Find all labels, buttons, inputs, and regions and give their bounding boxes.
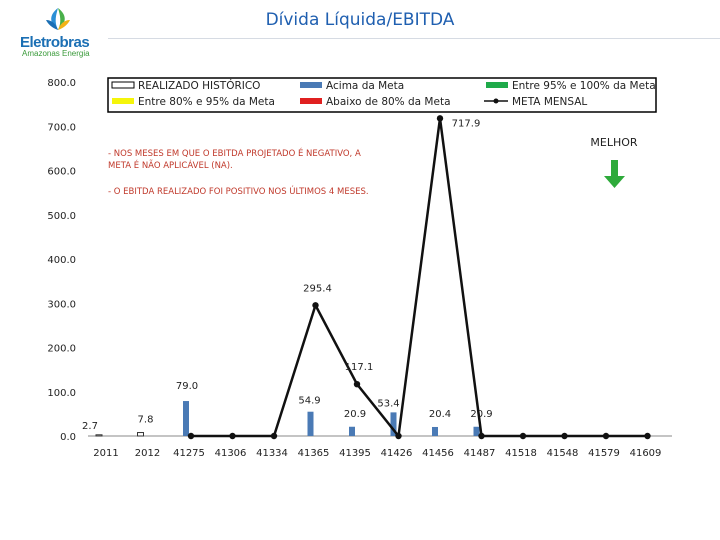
meta-mensal-line [191, 118, 648, 440]
line-data-label: 117.1 [345, 362, 374, 373]
bar-acima-meta [307, 411, 314, 436]
y-tick-label: 200.0 [47, 344, 76, 355]
x-tick-label: 41487 [464, 448, 496, 459]
x-tick-label: 41609 [630, 448, 662, 459]
meta-mensal-point [602, 432, 610, 440]
legend-label: Entre 95% e 100% da Meta [512, 80, 656, 92]
x-tick-label: 41275 [173, 448, 205, 459]
legend-swatch-blue [300, 82, 322, 88]
legend-label: Acima da Meta [326, 80, 404, 92]
bar-data-label: 79.0 [176, 381, 198, 392]
legend-box [107, 77, 657, 113]
legend-label: Abaixo de 80% da Meta [326, 96, 451, 108]
annotation-note1-line2: META É NÃO APLICÁVEL (NA). [108, 159, 233, 171]
bar-data-label: 7.8 [138, 415, 154, 426]
meta-mensal-point [229, 432, 236, 440]
line-data-label: 295.4 [303, 283, 332, 294]
annotation-note1-line1: - NOS MESES EM QUE O EBITDA PROJETADO É … [108, 147, 361, 159]
page-title: Dívida Líquida/EBITDA [265, 10, 455, 30]
x-tick-label: 2012 [135, 448, 160, 459]
melhor-arrow-head [604, 176, 625, 188]
x-tick-label: 41518 [505, 448, 537, 459]
meta-mensal-point [561, 432, 568, 440]
bar-acima-meta [473, 426, 480, 436]
x-tick-label: 2011 [93, 448, 118, 459]
header-divider [108, 38, 720, 39]
bar-realizado [95, 434, 103, 437]
y-tick-label: 500.0 [47, 211, 76, 222]
y-tick-label: 300.0 [47, 299, 76, 310]
legend-label: Entre 80% e 95% da Meta [138, 96, 275, 108]
legend-swatch-red [300, 98, 322, 104]
bar-acima-meta [183, 401, 189, 436]
y-tick-label: 400.0 [47, 255, 76, 266]
bar-data-label: 20.9 [470, 409, 492, 420]
bar-data-label: 20.9 [344, 409, 366, 420]
bar-data-label: 2.7 [82, 421, 98, 432]
meta-mensal-point [353, 380, 361, 388]
bar-data-label: 20.4 [429, 409, 451, 420]
legend-swatch-yellow [112, 98, 134, 104]
melhor-arrow-shaft [611, 160, 618, 176]
bar-acima-meta [349, 426, 355, 436]
legend-swatch-green [486, 82, 508, 88]
x-tick-label: 41456 [422, 448, 454, 459]
x-tick-label: 41306 [215, 448, 247, 459]
meta-mensal-point [395, 432, 402, 440]
bar-realizado [137, 432, 144, 437]
y-tick-label: 100.0 [47, 388, 76, 399]
logo-mark-icon [46, 8, 70, 30]
legend-label: REALIZADO HISTÓRICO [138, 79, 260, 92]
x-tick-label: 41548 [547, 448, 579, 459]
meta-mensal-point [436, 115, 444, 122]
y-tick-label: 800.0 [47, 78, 76, 89]
annotation-note2: - O EBITDA REALIZADO FOI POSITIVO NOS ÚL… [108, 185, 369, 197]
x-tick-label: 41395 [339, 448, 371, 459]
x-tick-label: 41426 [381, 448, 413, 459]
meta-mensal-point [644, 432, 651, 440]
y-tick-label: 600.0 [47, 167, 76, 178]
bar-acima-meta [432, 426, 438, 436]
meta-mensal-point [519, 432, 527, 440]
bar-acima-meta [390, 412, 397, 436]
meta-mensal-point [270, 432, 278, 440]
legend-swatch-meta-marker [493, 98, 499, 104]
melhor-label: MELHOR [590, 136, 637, 149]
logo-name: Eletrobras [20, 34, 90, 51]
y-tick-label: 700.0 [47, 122, 76, 133]
eletrobras-logo: Eletrobras Amazonas Energia [8, 6, 108, 58]
meta-mensal-point [478, 432, 485, 440]
meta-mensal-point [187, 432, 195, 440]
line-data-label: 717.9 [452, 118, 481, 129]
y-tick-label: 0.0 [60, 432, 76, 443]
meta-mensal-point [312, 302, 319, 309]
x-tick-label: 41334 [256, 448, 288, 459]
bar-data-label: 54.9 [298, 396, 320, 407]
bar-data-label: 53.4 [377, 398, 399, 409]
legend-swatch-realizado [111, 81, 135, 89]
legend-label: META MENSAL [512, 96, 587, 108]
x-tick-label: 41365 [298, 448, 330, 459]
logo-tagline: Amazonas Energia [22, 49, 90, 58]
x-tick-label: 41579 [588, 448, 620, 459]
